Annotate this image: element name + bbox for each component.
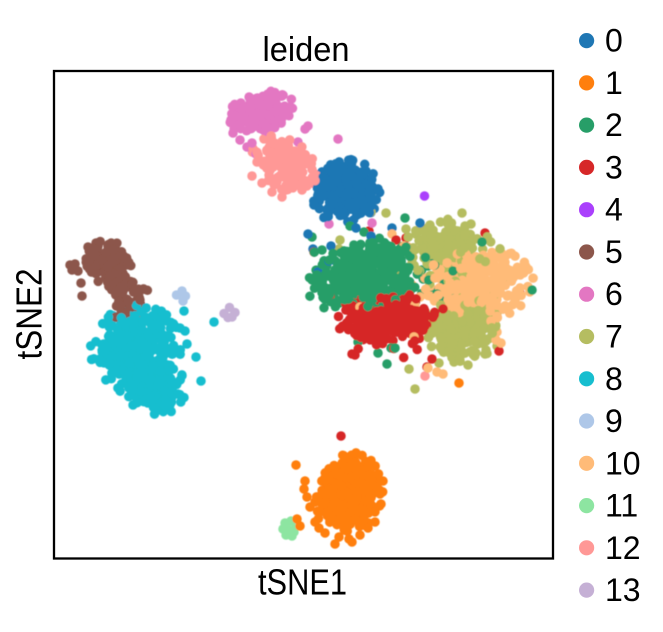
svg-text:10: 10 bbox=[605, 445, 641, 481]
svg-text:tSNE1: tSNE1 bbox=[258, 562, 347, 603]
svg-text:5: 5 bbox=[605, 234, 623, 270]
svg-text:1: 1 bbox=[605, 65, 623, 101]
svg-text:9: 9 bbox=[605, 403, 623, 439]
svg-text:0: 0 bbox=[605, 23, 623, 59]
svg-text:8: 8 bbox=[605, 361, 623, 397]
svg-text:3: 3 bbox=[605, 149, 623, 185]
svg-text:tSNE2: tSNE2 bbox=[9, 269, 50, 360]
svg-text:11: 11 bbox=[605, 488, 638, 524]
svg-text:leiden: leiden bbox=[263, 31, 350, 69]
svg-text:13: 13 bbox=[605, 572, 641, 608]
svg-text:4: 4 bbox=[605, 192, 623, 228]
svg-text:7: 7 bbox=[605, 319, 623, 355]
svg-text:12: 12 bbox=[605, 530, 641, 566]
svg-text:2: 2 bbox=[605, 107, 623, 143]
svg-text:6: 6 bbox=[605, 276, 623, 312]
